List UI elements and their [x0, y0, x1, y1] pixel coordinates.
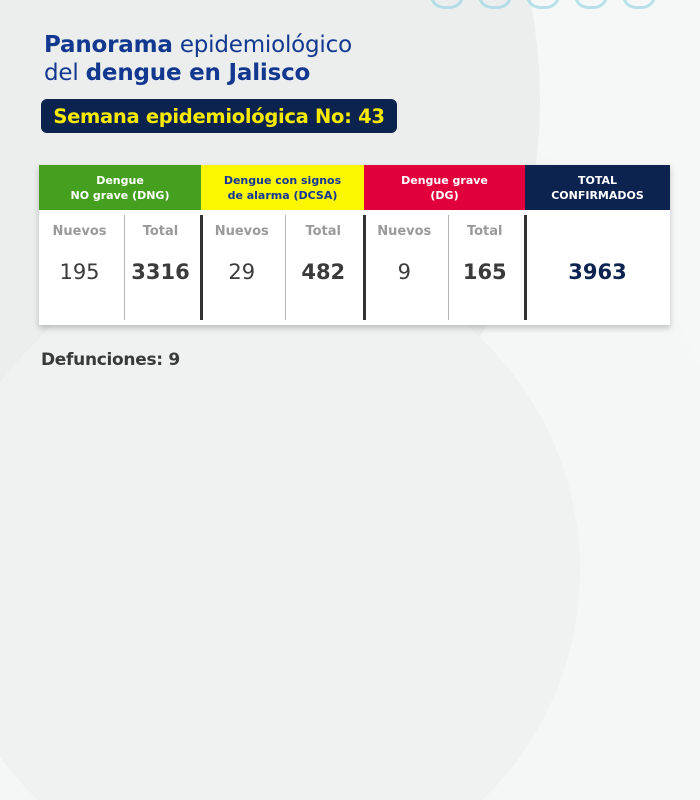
header-dng-line1: Dengue: [96, 173, 144, 187]
cell-dg-total: Total 165: [445, 210, 526, 325]
group-dcsa: Nuevos 29 Total 482: [199, 210, 365, 325]
divider-thick: [362, 215, 366, 320]
cell-dng-nuevos: Nuevos 195: [39, 210, 120, 325]
group-total-confirmados: 3963: [523, 210, 670, 325]
header-total-line2: CONFIRMADOS: [551, 188, 644, 202]
cell-dcsa-total: Total 482: [283, 210, 365, 325]
header-dcsa: Dengue con signos de alarma (DCSA): [201, 165, 364, 210]
title-bold-1: Panorama: [44, 32, 173, 58]
value-dcsa-nuevos: 29: [228, 260, 256, 284]
header-dg: Dengue grave (DG): [364, 165, 525, 210]
divider-thin: [448, 215, 449, 320]
title-light-1: epidemiológico: [179, 32, 352, 58]
value-total-confirmados: 3963: [568, 260, 627, 284]
week-badge: Semana epidemiológica No: 43: [41, 99, 397, 133]
cell-dg-nuevos: Nuevos 9: [364, 210, 445, 325]
header-total-confirmados: TOTAL CONFIRMADOS: [525, 165, 670, 210]
title-light-2: del: [44, 60, 79, 86]
table-body-row: Nuevos 195 Total 3316 Nuevos 29 Total 48…: [39, 210, 670, 325]
table-header-row: Dengue NO grave (DNG) Dengue con signos …: [39, 165, 670, 210]
value-dng-nuevos: 195: [59, 260, 100, 284]
header-dg-line2: (DG): [430, 188, 459, 202]
header-dcsa-line2: de alarma (DCSA): [227, 188, 338, 202]
cell-dcsa-nuevos: Nuevos 29: [201, 210, 283, 325]
divider-thin: [124, 215, 125, 320]
title-bold-2: dengue en Jalisco: [85, 60, 311, 86]
label-total: Total: [142, 224, 179, 239]
top-decoration: [430, 0, 656, 9]
cell-total-confirmados: 3963: [525, 210, 670, 325]
value-dg-total: 165: [462, 260, 507, 284]
value-dng-total: 3316: [131, 260, 190, 284]
header-dng: Dengue NO grave (DNG): [39, 165, 201, 210]
divider-thick: [523, 215, 527, 320]
group-dng: Nuevos 195 Total 3316: [39, 210, 201, 325]
cell-dng-total: Total 3316: [120, 210, 201, 325]
header-total-line1: TOTAL: [577, 173, 618, 187]
label-nuevos: Nuevos: [52, 224, 107, 239]
header-dg-line1: Dengue grave: [401, 173, 488, 187]
label-nuevos: Nuevos: [377, 224, 432, 239]
header-dcsa-line1: Dengue con signos: [223, 173, 342, 187]
label-nuevos: Nuevos: [214, 224, 269, 239]
label-total: Total: [466, 224, 503, 239]
header-dng-line2: NO grave (DNG): [70, 188, 170, 202]
dengue-table: Dengue NO grave (DNG) Dengue con signos …: [39, 165, 670, 325]
label-total: Total: [305, 224, 341, 239]
value-dg-nuevos: 9: [397, 260, 411, 284]
divider-thin: [285, 215, 286, 320]
page-title: Panorama epidemiológico del dengue en Ja…: [44, 31, 352, 87]
group-dg: Nuevos 9 Total 165: [362, 210, 526, 325]
value-dcsa-total: 482: [301, 260, 346, 284]
deaths-count: Defunciones: 9: [41, 350, 180, 370]
divider-thick: [199, 215, 203, 320]
